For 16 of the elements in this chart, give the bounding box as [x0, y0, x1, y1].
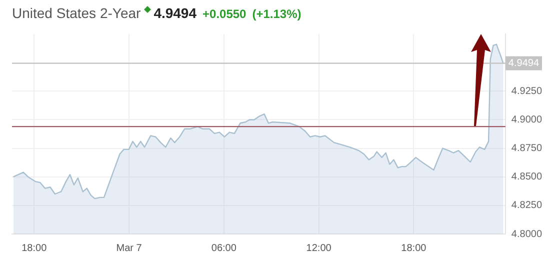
- x-tick-label: 18:00: [401, 242, 427, 254]
- y-tick-label: 4.8000: [511, 228, 542, 240]
- x-tick-label: Mar 7: [116, 242, 142, 254]
- chart-title: United States 2-Year: [12, 5, 141, 21]
- y-tick-label: 4.8250: [511, 200, 542, 212]
- x-tick-label: 06:00: [211, 242, 237, 254]
- text: +0.0550: [202, 7, 246, 21]
- y-tick-label: 4.8500: [511, 172, 542, 183]
- y-tick-label: 4.9000: [511, 114, 542, 126]
- x-tick-label: 18:00: [22, 242, 48, 254]
- ref-line-label: 4.9494: [508, 58, 540, 70]
- y-tick-label: 4.9250: [511, 86, 542, 97]
- text: (+1.13%): [252, 7, 302, 21]
- x-tick-label: 12:00: [306, 242, 332, 254]
- y-tick-label: 4.8750: [511, 143, 542, 154]
- text: 4.9494: [154, 5, 197, 21]
